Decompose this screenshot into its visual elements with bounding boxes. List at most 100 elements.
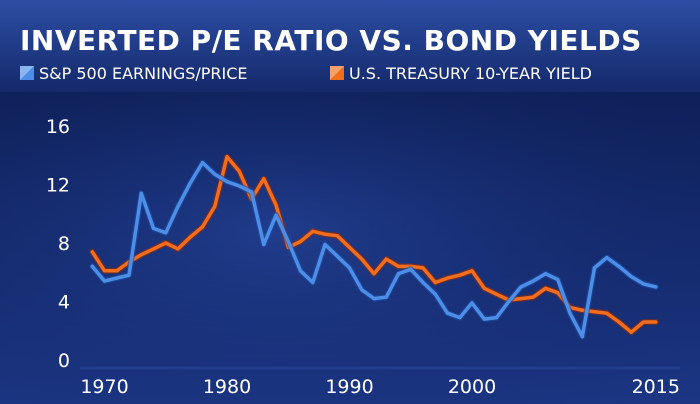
data-point-treasury-1989 [335, 234, 339, 238]
data-point-treasury-1970 [102, 269, 107, 273]
data-point-treasury-1969 [90, 250, 94, 254]
data-point-treasury-1998 [445, 276, 450, 280]
data-point-sp500-1975 [164, 231, 168, 235]
y-tick-label-4: 4 [58, 292, 70, 314]
data-point-treasury-2006 [543, 286, 548, 290]
data-point-sp500-1978 [200, 161, 205, 165]
x-tick-label-1970: 1970 [80, 376, 128, 398]
data-point-treasury-1978 [200, 225, 205, 229]
data-point-sp500-2008 [568, 311, 572, 315]
data-point-sp500-1993 [384, 295, 388, 299]
data-point-sp500-2002 [494, 316, 499, 320]
data-point-sp500-1992 [372, 297, 376, 301]
data-point-treasury-1980 [225, 155, 229, 159]
data-point-sp500-1988 [323, 242, 327, 247]
y-tick-label-16: 16 [46, 116, 70, 138]
data-point-sp500-1999 [458, 316, 462, 320]
data-point-sp500-1981 [237, 184, 241, 188]
data-point-treasury-1988 [323, 232, 327, 236]
data-point-sp500-1998 [445, 311, 450, 315]
data-point-treasury-1996 [421, 266, 425, 270]
data-point-treasury-2000 [470, 269, 474, 273]
data-point-treasury-1973 [139, 253, 143, 257]
data-point-sp500-2014 [641, 282, 646, 286]
legend-swatch-treasury-highlight [330, 66, 344, 80]
data-point-treasury-2007 [556, 291, 560, 295]
data-point-sp500-1990 [347, 266, 352, 270]
data-point-treasury-2009 [580, 308, 584, 312]
data-point-treasury-1971 [115, 269, 119, 273]
data-point-sp500-1991 [360, 288, 364, 292]
data-point-sp500-2012 [617, 264, 621, 268]
data-point-treasury-2002 [494, 292, 499, 296]
data-point-treasury-1997 [433, 280, 437, 285]
data-point-sp500-2003 [507, 299, 511, 304]
data-point-treasury-2010 [592, 310, 597, 314]
data-point-treasury-2012 [617, 320, 621, 324]
title-bar [0, 0, 700, 92]
data-point-sp500-1997 [433, 292, 437, 296]
data-point-sp500-1969 [90, 264, 94, 268]
data-point-sp500-2013 [629, 275, 633, 279]
data-point-sp500-2005 [531, 279, 535, 283]
data-point-sp500-2009 [580, 335, 584, 339]
data-point-treasury-1987 [311, 229, 315, 233]
data-point-treasury-1976 [176, 247, 180, 251]
data-point-treasury-2005 [531, 295, 535, 299]
y-tick-label-12: 12 [46, 175, 70, 197]
data-point-sp500-1994 [396, 272, 401, 276]
data-point-sp500-1970 [102, 279, 107, 283]
data-point-sp500-2011 [605, 256, 609, 260]
data-point-treasury-2013 [629, 330, 633, 334]
data-point-sp500-1996 [421, 280, 425, 285]
data-point-sp500-1985 [286, 239, 290, 244]
legend-swatch-treasury [330, 66, 344, 80]
data-point-treasury-1991 [360, 257, 364, 261]
data-point-treasury-2015 [654, 320, 658, 324]
data-point-treasury-1990 [347, 245, 352, 249]
data-point-treasury-1983 [262, 177, 266, 181]
data-point-treasury-1981 [237, 169, 241, 173]
data-point-treasury-1984 [274, 203, 278, 207]
data-point-sp500-1987 [311, 280, 315, 285]
data-point-treasury-1986 [298, 239, 303, 244]
data-point-sp500-1971 [115, 276, 119, 280]
data-point-sp500-1974 [151, 226, 156, 230]
data-point-sp500-1977 [188, 181, 192, 185]
legend-label-sp500: S&P 500 EARNINGS/PRICE [39, 64, 248, 83]
data-point-treasury-1974 [151, 247, 156, 251]
data-point-sp500-1982 [249, 190, 254, 194]
data-point-sp500-1979 [213, 172, 217, 176]
data-point-treasury-1994 [396, 264, 401, 268]
data-point-sp500-2000 [470, 301, 474, 305]
legend: S&P 500 EARNINGS/PRICE U.S. TREASURY 10-Y… [20, 64, 592, 83]
x-tick-label-2000: 2000 [448, 376, 496, 398]
data-point-treasury-1993 [384, 257, 388, 261]
data-point-sp500-2010 [592, 266, 597, 270]
legend-swatch-sp500 [20, 66, 34, 80]
data-point-sp500-2001 [482, 317, 486, 321]
x-tick-label-1980: 1980 [203, 376, 251, 398]
data-point-sp500-1976 [176, 204, 180, 208]
x-tick-label-1990: 1990 [325, 376, 373, 398]
data-point-sp500-2007 [556, 278, 560, 282]
data-point-sp500-2006 [543, 272, 548, 276]
data-point-treasury-2014 [641, 320, 646, 324]
data-point-treasury-1979 [213, 204, 217, 208]
data-point-sp500-1984 [274, 213, 278, 217]
data-point-treasury-1999 [458, 273, 462, 277]
data-point-sp500-2004 [519, 285, 523, 289]
series-layer [89, 153, 659, 340]
data-point-sp500-1995 [409, 267, 413, 271]
data-point-treasury-2011 [605, 311, 609, 315]
data-point-treasury-1992 [372, 272, 376, 276]
x-tick-label-2015: 2015 [632, 376, 680, 398]
data-point-treasury-2004 [519, 297, 523, 301]
y-tick-label-8: 8 [58, 233, 70, 255]
legend-label-treasury: U.S. TREASURY 10-YEAR YIELD [349, 64, 592, 83]
data-point-sp500-1983 [262, 242, 266, 247]
y-tick-label-0: 0 [58, 350, 70, 372]
data-point-treasury-1977 [188, 235, 192, 239]
x-axis-ticks: 1970 1980 1990 2000 2015 [80, 376, 680, 398]
